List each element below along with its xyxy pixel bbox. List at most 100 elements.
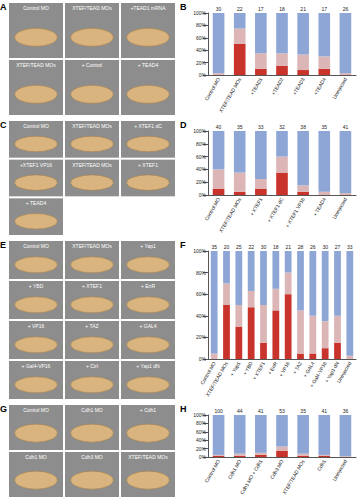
svg-text:60%: 60% (196, 154, 207, 160)
svg-text:Uninjected: Uninjected (335, 360, 352, 384)
svg-text:+ Control: + Control (82, 62, 102, 68)
svg-text:+TEAD2: +TEAD2 (270, 76, 285, 96)
svg-text:80%: 80% (196, 420, 207, 426)
svg-text:+ Gal4-VP16: + Gal4-VP16 (22, 363, 51, 369)
svg-text:Control MO: Control MO (23, 407, 49, 413)
svg-text:+ Yap1: + Yap1 (228, 360, 241, 377)
svg-text:35: 35 (237, 124, 243, 130)
svg-text:XTEF/TEAD MOs: XTEF/TEAD MOs (281, 458, 306, 495)
svg-text:+TEAD3: +TEAD3 (291, 76, 306, 96)
svg-text:21: 21 (285, 244, 291, 250)
svg-text:32: 32 (279, 124, 285, 130)
svg-text:+ TAZ: + TAZ (291, 360, 303, 374)
svg-text:+ VP16: + VP16 (28, 323, 45, 329)
svg-text:+ Yap1: + Yap1 (140, 243, 156, 249)
svg-text:XTEF/TEAD MOs: XTEF/TEAD MOs (72, 5, 112, 11)
svg-text:+ Yap1 dN: + Yap1 dN (136, 363, 160, 369)
svg-text:XTEF/TEAD MOs: XTEF/TEAD MOs (217, 196, 242, 233)
svg-text:100%: 100% (193, 248, 206, 254)
svg-text:26: 26 (343, 6, 349, 12)
svg-text:100%: 100% (193, 412, 206, 418)
svg-text:+ GAL4: + GAL4 (139, 323, 156, 329)
svg-text:Uninjected: Uninjected (331, 76, 348, 100)
svg-text:Uninjected: Uninjected (331, 196, 348, 220)
svg-text:Cdh3 MO: Cdh3 MO (81, 454, 103, 460)
svg-text:Cdh3 MO: Cdh3 MO (269, 458, 285, 480)
svg-text:17: 17 (258, 6, 264, 12)
svg-text:XTEF/TEAD MOs: XTEF/TEAD MOs (128, 454, 168, 460)
svg-text:35: 35 (211, 244, 217, 250)
svg-text:53: 53 (279, 408, 285, 414)
svg-text:100: 100 (214, 408, 223, 414)
svg-text:XTEF/TEAD MOs: XTEF/TEAD MOs (72, 243, 112, 249)
svg-text:+ TAZ: + TAZ (85, 323, 98, 329)
svg-text:36: 36 (343, 408, 349, 414)
svg-text:Uninjected: Uninjected (331, 458, 348, 482)
svg-text:+ XTEF1: + XTEF1 (82, 283, 102, 289)
svg-text:33: 33 (258, 124, 264, 130)
svg-text:20%: 20% (196, 334, 207, 340)
svg-text:+ XTEF1: + XTEF1 (251, 360, 266, 380)
svg-text:38: 38 (300, 124, 306, 130)
svg-text:21: 21 (300, 6, 306, 12)
svg-text:20%: 20% (196, 60, 207, 66)
svg-text:XTEF/TEAD MOs: XTEF/TEAD MOs (72, 123, 112, 129)
svg-text:Control MO: Control MO (23, 5, 49, 11)
svg-text:100%: 100% (193, 10, 206, 16)
svg-text:+ TEAD4: + TEAD4 (138, 62, 159, 68)
svg-text:0%: 0% (199, 72, 207, 78)
svg-text:+ VP16: + VP16 (277, 360, 291, 377)
svg-text:60%: 60% (196, 291, 207, 297)
svg-text:Cdh1 MO: Cdh1 MO (25, 454, 47, 460)
svg-text:20%: 20% (196, 446, 207, 452)
svg-text:Cdh1 MO: Cdh1 MO (226, 458, 242, 480)
svg-text:27: 27 (335, 244, 341, 250)
svg-text:30: 30 (261, 244, 267, 250)
svg-text:+ EnR: + EnR (266, 360, 278, 375)
svg-text:22: 22 (237, 6, 243, 12)
svg-text:40%: 40% (196, 437, 207, 443)
svg-text:Control MO: Control MO (23, 123, 49, 129)
svg-text:+ YBD: + YBD (29, 283, 44, 289)
svg-text:22: 22 (248, 244, 254, 250)
svg-text:26: 26 (310, 244, 316, 250)
svg-text:30: 30 (322, 244, 328, 250)
svg-text:28: 28 (298, 244, 304, 250)
svg-text:+ YBD: + YBD (241, 360, 254, 376)
svg-text:Cdh1: Cdh1 (316, 458, 327, 472)
svg-text:+ TEAD4: + TEAD4 (26, 200, 47, 206)
svg-text:35: 35 (322, 124, 328, 130)
svg-text:40%: 40% (196, 166, 207, 172)
svg-text:+ Gal4-VP16: + Gal4-VP16 (308, 360, 328, 388)
svg-text:Control MO: Control MO (203, 196, 221, 221)
svg-text:100%: 100% (193, 128, 206, 134)
svg-text:+TEAD1: +TEAD1 (249, 76, 264, 96)
svg-text:40%: 40% (196, 47, 207, 53)
svg-text:20%: 20% (196, 179, 207, 185)
svg-text:18: 18 (279, 6, 285, 12)
svg-text:+ XTEF1 dC: + XTEF1 dC (266, 196, 285, 223)
svg-text:25: 25 (236, 244, 242, 250)
svg-text:0%: 0% (199, 356, 207, 362)
svg-text:80%: 80% (196, 270, 207, 276)
svg-text:Control MO: Control MO (23, 243, 49, 249)
svg-text:Cdh1 MO: Cdh1 MO (81, 407, 103, 413)
svg-text:+XTEF1 VP16: +XTEF1 VP16 (20, 162, 52, 168)
svg-text:33: 33 (347, 244, 353, 250)
svg-text:XTEF/TEAD MOs: XTEF/TEAD MOs (72, 162, 112, 168)
svg-text:+ XTEF1 dC: + XTEF1 dC (134, 123, 162, 129)
svg-text:17: 17 (322, 6, 328, 12)
svg-text:XTEF/TEAD MOs: XTEF/TEAD MOs (204, 360, 229, 397)
svg-text:Control MO: Control MO (203, 76, 221, 101)
svg-text:+ XTEF1 VP16: + XTEF1 VP16 (284, 196, 306, 228)
svg-text:60%: 60% (196, 429, 207, 435)
svg-text:80%: 80% (196, 141, 207, 147)
svg-text:60%: 60% (196, 35, 207, 41)
svg-text:30: 30 (216, 6, 222, 12)
svg-text:Control MO: Control MO (203, 458, 221, 483)
svg-text:+ Ctrl: + Ctrl (86, 363, 98, 369)
svg-text:41: 41 (343, 124, 349, 130)
svg-text:+TEAD4: +TEAD4 (312, 76, 327, 96)
svg-text:+ Cdh1: + Cdh1 (140, 407, 156, 413)
svg-text:35: 35 (300, 408, 306, 414)
